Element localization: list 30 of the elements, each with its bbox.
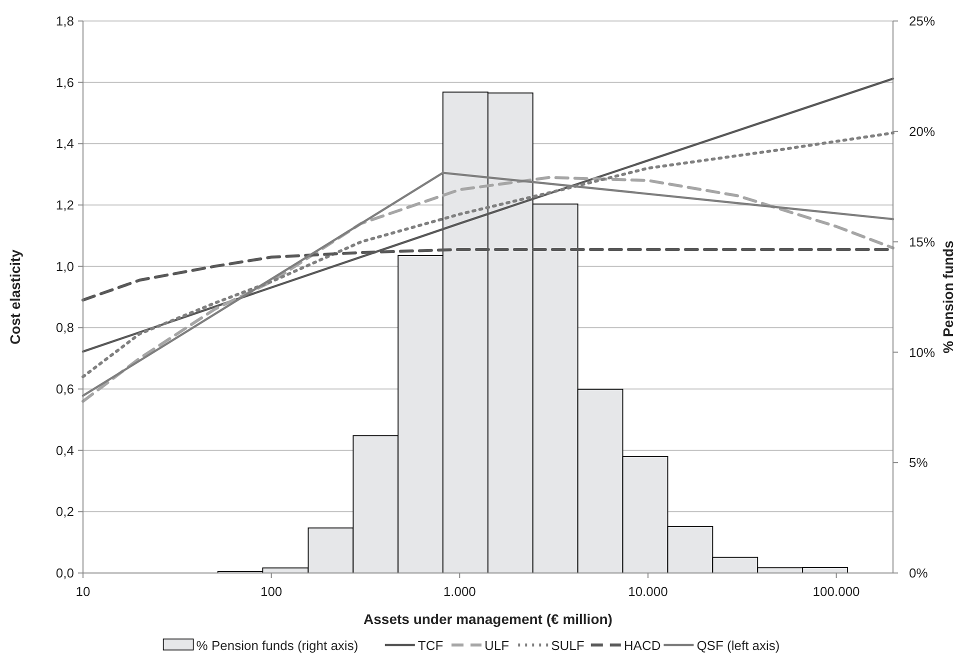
y-tick-label: 1,2 xyxy=(56,198,74,213)
y-tick-label: 1,8 xyxy=(56,14,74,29)
x-tick-label: 1.000 xyxy=(443,584,476,599)
y-tick-label: 1,4 xyxy=(56,136,74,152)
y2-tick-label: 15% xyxy=(909,234,936,250)
y-tick-label: 0,4 xyxy=(56,442,74,458)
x-tick-label: 10 xyxy=(76,584,90,599)
x-axis-title: Assets under management (€ million) xyxy=(364,611,612,627)
y-axis-title: Cost elasticity xyxy=(7,249,23,344)
legend-label: ULF xyxy=(484,638,510,653)
y-tick-label: 0,2 xyxy=(56,504,74,520)
legend-label: % Pension funds (right axis) xyxy=(196,638,358,653)
y2-tick-label: 5% xyxy=(909,455,928,470)
y2-tick-label: 0% xyxy=(909,566,928,581)
x-tick-label: 100.000 xyxy=(812,584,860,599)
y-tick-label: 0,6 xyxy=(56,382,74,397)
y-tick-label: 1,6 xyxy=(56,74,74,90)
y2-tick-label: 25% xyxy=(909,14,936,29)
legend-label: SULF xyxy=(551,638,584,653)
y-tick-label: 1,0 xyxy=(56,258,74,274)
y-tick-label: 0,0 xyxy=(56,566,74,581)
y-tick-label: 0,8 xyxy=(56,320,74,336)
legend-label: QSF (left axis) xyxy=(696,638,780,653)
y2-tick-label: 10% xyxy=(909,344,936,360)
legend-label: HACD xyxy=(624,638,661,653)
y2-axis-title: % Pension funds xyxy=(940,240,956,354)
x-tick-label: 100 xyxy=(260,584,282,599)
legend-label: TCF xyxy=(418,638,444,653)
x-tick-label: 10.000 xyxy=(628,584,668,599)
y2-tick-label: 20% xyxy=(909,124,936,139)
